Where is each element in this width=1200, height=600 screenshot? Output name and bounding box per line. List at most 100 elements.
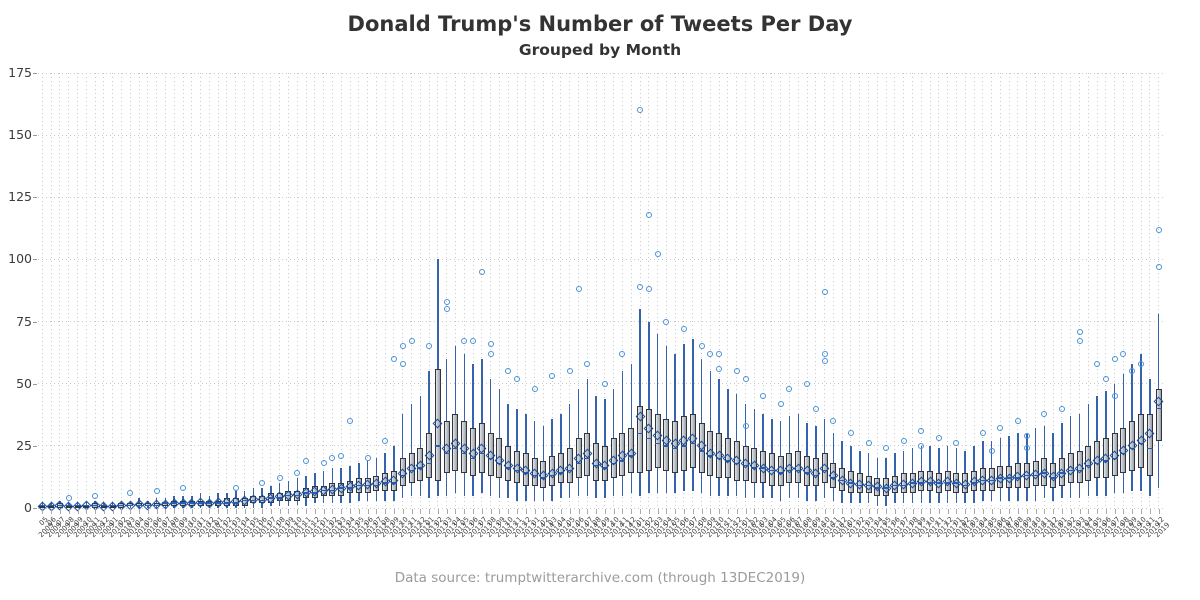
- y-gridline: [38, 134, 1163, 136]
- y-tick-label: 175: [8, 65, 32, 80]
- outlier-circle-marker: [804, 380, 811, 387]
- x-tick-mark: [789, 509, 791, 514]
- median-line: [575, 462, 582, 464]
- median-line: [707, 455, 714, 457]
- x-gridline: [955, 73, 957, 508]
- x-tick-mark: [183, 509, 185, 514]
- x-gridline: [569, 73, 571, 508]
- x-gridline: [982, 73, 984, 508]
- outlier-circle-marker: [514, 375, 520, 382]
- x-gridline: [1158, 73, 1160, 508]
- x-tick-mark: [648, 509, 650, 514]
- x-gridline: [595, 73, 597, 508]
- median-line: [276, 497, 283, 499]
- outlier-circle-marker: [303, 457, 310, 464]
- median-line: [478, 452, 485, 455]
- whisker-line: [401, 413, 404, 499]
- iqr-box: [1041, 458, 1048, 486]
- iqr-box: [847, 470, 854, 494]
- x-tick-mark: [1149, 509, 1151, 514]
- x-gridline: [68, 73, 70, 508]
- x-gridline: [1070, 73, 1072, 508]
- x-tick-mark: [121, 509, 123, 514]
- y-tick-mark: [33, 259, 37, 261]
- median-line: [338, 487, 345, 489]
- iqr-box: [918, 470, 925, 491]
- x-gridline: [692, 73, 694, 508]
- x-gridline: [1122, 73, 1124, 508]
- outlier-circle-marker: [1076, 328, 1083, 335]
- outlier-circle-marker: [1138, 360, 1145, 367]
- data-source-caption: Data source: trumptwitterarchive.com (th…: [394, 570, 806, 586]
- x-tick-mark: [473, 509, 475, 514]
- x-gridline: [1026, 73, 1028, 508]
- x-tick-mark: [367, 509, 369, 514]
- iqr-box: [487, 433, 494, 476]
- x-gridline: [419, 73, 421, 508]
- outlier-circle-marker: [637, 283, 644, 290]
- x-gridline: [208, 73, 210, 508]
- outlier-circle-marker: [935, 435, 942, 442]
- median-line: [452, 447, 459, 450]
- iqr-box: [223, 498, 230, 506]
- x-gridline: [815, 73, 817, 508]
- median-line: [215, 502, 222, 504]
- iqr-box: [1094, 440, 1101, 479]
- median-line: [364, 484, 371, 487]
- outlier-circle-marker: [470, 338, 477, 345]
- outlier-circle-marker: [883, 445, 890, 452]
- y-gridline: [38, 196, 1163, 198]
- iqr-box: [997, 465, 1004, 489]
- median-line: [232, 502, 239, 504]
- median-line: [1085, 464, 1092, 467]
- x-gridline: [621, 73, 623, 508]
- iqr-box: [505, 445, 512, 481]
- x-tick-mark: [965, 509, 967, 514]
- x-gridline: [929, 73, 931, 508]
- x-gridline: [841, 73, 843, 508]
- outlier-circle-marker: [637, 107, 644, 114]
- x-gridline: [77, 73, 79, 508]
- x-gridline: [753, 73, 755, 508]
- x-gridline: [885, 73, 887, 508]
- median-line: [514, 469, 520, 472]
- x-gridline: [507, 73, 509, 508]
- x-tick-mark: [376, 509, 378, 514]
- iqr-box: [610, 438, 617, 479]
- plot-area: [37, 72, 1164, 512]
- x-gridline: [314, 73, 316, 508]
- median-line: [320, 489, 327, 492]
- iqr-box: [716, 433, 723, 479]
- outlier-circle-marker: [1076, 338, 1083, 345]
- median-line: [777, 472, 784, 474]
- x-gridline: [349, 73, 351, 508]
- median-line: [461, 452, 468, 455]
- x-tick-mark: [68, 509, 70, 514]
- median-line: [540, 477, 547, 479]
- x-tick-mark: [358, 509, 360, 514]
- x-gridline: [147, 73, 149, 508]
- iqr-box: [874, 478, 881, 496]
- median-line: [294, 494, 301, 497]
- x-tick-mark: [1141, 509, 1143, 514]
- x-tick-mark: [938, 509, 940, 514]
- iqr-box: [347, 480, 353, 494]
- x-tick-mark: [666, 509, 668, 514]
- x-tick-mark: [1158, 509, 1160, 514]
- x-tick-mark: [437, 509, 439, 514]
- x-tick-mark: [191, 509, 193, 514]
- iqr-box: [689, 413, 696, 469]
- iqr-box: [979, 468, 986, 491]
- outlier-circle-marker: [821, 350, 828, 357]
- x-gridline: [551, 73, 553, 508]
- outlier-circle-marker: [698, 343, 705, 350]
- x-gridline: [832, 73, 834, 508]
- x-gridline: [973, 73, 975, 508]
- x-tick-mark: [1061, 509, 1063, 514]
- x-tick-mark: [481, 509, 483, 514]
- x-tick-mark: [815, 509, 817, 514]
- y-tick-mark: [33, 445, 37, 447]
- y-tick-label: 125: [8, 189, 32, 205]
- median-line: [751, 467, 758, 469]
- median-line: [698, 450, 705, 452]
